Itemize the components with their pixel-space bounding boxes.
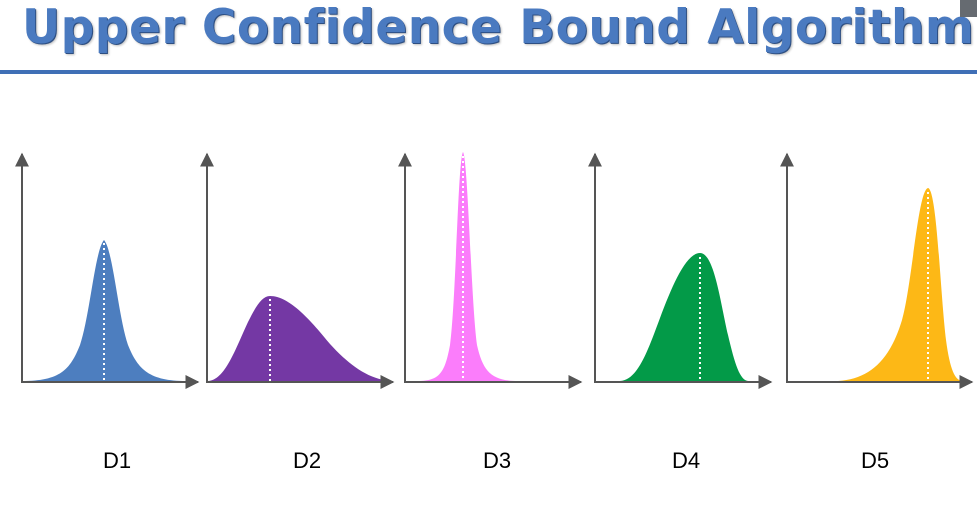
distribution-d2: D2 [200, 152, 395, 473]
distribution-d3: D3 [398, 152, 583, 473]
distribution-d5: D5 [780, 152, 974, 473]
distribution-d5-curve [838, 188, 962, 381]
distribution-d1-label: D1 [103, 448, 131, 473]
title-underline [0, 70, 977, 74]
distribution-d3-label: D3 [483, 448, 511, 473]
distribution-d2-label: D2 [293, 448, 321, 473]
distribution-d4-curve [620, 253, 748, 381]
distribution-d4-label: D4 [672, 448, 700, 473]
distribution-d4: D4 [588, 152, 773, 473]
distribution-d2-curve [208, 296, 392, 381]
distribution-d5-label: D5 [861, 448, 889, 473]
distribution-d1-curve [22, 240, 186, 381]
distribution-d1: D1 [15, 152, 200, 473]
distribution-d3-curve [418, 152, 518, 381]
corner-marker [960, 0, 977, 17]
slide-title: Upper Confidence Bound Algorithm [22, 0, 975, 55]
